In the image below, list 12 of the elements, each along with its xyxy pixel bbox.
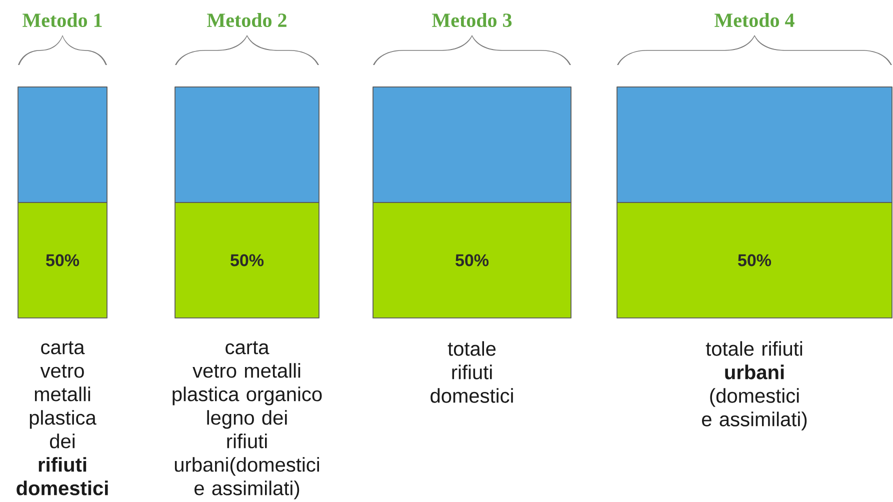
x-tick-label: Metodo 3 [432,12,512,28]
x-tick-label: Metodo 1 [22,12,102,28]
x-tick-label: Metodo 2 [207,12,286,28]
text: totale rifiuti urbani (domestici e assimilati) [702,341,807,430]
data-label: 50% [738,254,772,266]
data-label: 50% [230,254,264,266]
data-label: 50% [456,254,489,266]
x-tick-label: Metodo 4 [714,12,794,28]
text: totale rifiuti domestici [430,341,513,403]
text: carta vetro metalli plastica dei rifiuti domestici [16,341,108,496]
text: carta vetro metalli plastica organico legno dei rifiuti urbani(domestici e assimilati) [172,341,322,500]
data-label: 50% [46,254,80,266]
